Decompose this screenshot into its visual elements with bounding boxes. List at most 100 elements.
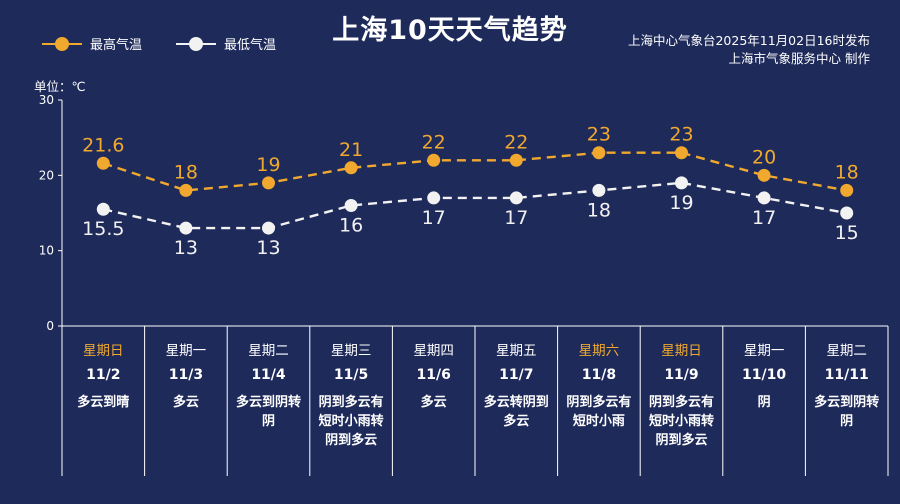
low-temp-label: 17	[752, 207, 776, 229]
date-label: 11/7	[499, 367, 534, 383]
day-columns: 星期日 11/2 多云到晴 星期一 11/3 多云 星期二 11/4 多云到阴转阴 星期三 11/5…	[62, 327, 888, 487]
weather-description: 多云	[172, 395, 199, 410]
low-temp-point	[427, 191, 441, 205]
high-temp-point	[509, 153, 523, 167]
high-temp-point	[344, 161, 358, 175]
low-temp-point	[592, 183, 606, 197]
high-temp-label: 22	[422, 131, 446, 153]
low-temp-label: 13	[174, 237, 198, 259]
high-temp-point	[262, 176, 275, 190]
high-temp-label: 20	[752, 146, 776, 168]
high-temp-point	[592, 146, 606, 160]
date-label: 11/2	[86, 367, 121, 383]
legend-swatch-low	[176, 36, 217, 51]
date-label: 11/5	[333, 367, 369, 383]
high-temp-label: 18	[174, 161, 198, 183]
weather-description: 多云到阴转阴	[235, 395, 301, 429]
high-temp-point	[96, 156, 110, 170]
legend-item-high: 最高气温	[42, 34, 142, 53]
weather-description: 多云转阴到多云	[483, 395, 549, 429]
weather-description: 阴到多云有短时小雨	[566, 395, 632, 429]
low-temp-line	[103, 181, 847, 230]
low-temp-label: 15	[835, 222, 859, 244]
high-temp-label: 18	[835, 161, 859, 183]
weather-description: 阴到多云有短时小雨转阴到多云	[318, 395, 384, 448]
high-temp-label: 23	[587, 124, 611, 146]
weather-description: 多云到阴转阴	[814, 395, 880, 429]
high-temp-point	[675, 146, 688, 160]
low-temp-label: 17	[422, 207, 446, 229]
high-temp-label: 21.6	[82, 134, 124, 156]
weather-description: 多云到晴	[77, 395, 130, 410]
y-tick-label: 20	[39, 168, 54, 182]
day-column: 星期二 11/11 多云到阴转阴	[805, 327, 888, 487]
source-line-1: 上海中心气象台2025年11月02日16时发布	[627, 33, 870, 48]
day-column: 星期日 11/9 阴到多云有短时小雨转阴到多云	[640, 327, 723, 487]
low-temp-label: 15.5	[82, 218, 124, 240]
low-temp-label: 19	[669, 192, 693, 214]
date-label: 11/11	[824, 367, 869, 383]
high-temp-line	[102, 151, 847, 192]
weather-description: 阴	[757, 395, 771, 410]
legend: 最高气温 最低气温	[42, 34, 276, 53]
low-temp-point	[840, 206, 854, 220]
high-temp-label: 19	[256, 154, 280, 176]
weekday-label: 星期三	[330, 343, 372, 359]
low-temp-label: 13	[256, 237, 280, 259]
low-temp-point	[344, 198, 358, 212]
source-line-2: 上海市气象服务中心 制作	[728, 51, 870, 66]
unit-label: 单位：℃	[34, 79, 86, 94]
legend-label-low: 最低气温	[224, 38, 277, 53]
legend-swatch-high	[42, 36, 82, 51]
low-temp-point	[675, 176, 688, 190]
day-column: 星期一 11/10 阴	[723, 327, 806, 487]
chart-title: 上海10天天气趋势	[332, 15, 568, 46]
day-column: 星期五 11/7 多云转阴到多云	[475, 327, 558, 487]
date-label: 11/4	[251, 367, 286, 383]
weekday-label: 星期六	[578, 343, 620, 359]
day-column: 星期四 11/6 多云	[392, 327, 475, 487]
day-column: 星期二 11/4 多云到阴转阴	[227, 327, 310, 487]
legend-label-high: 最高气温	[90, 38, 143, 53]
high-temp-label: 22	[504, 131, 528, 153]
low-temp-label: 16	[339, 214, 363, 236]
date-label: 11/9	[664, 367, 699, 383]
weekday-label: 星期一	[743, 343, 785, 359]
day-column: 星期六 11/8 阴到多云有短时小雨	[558, 327, 641, 487]
date-label: 11/10	[742, 367, 787, 383]
weekday-label: 星期一	[165, 343, 207, 359]
y-tick-label: 10	[39, 244, 54, 258]
y-tick-label: 30	[39, 93, 54, 107]
day-column: 星期日 11/2 多云到晴	[62, 327, 145, 487]
legend-item-low: 最低气温	[176, 34, 276, 53]
high-temp-label: 23	[669, 124, 693, 146]
low-temp-point	[757, 191, 771, 205]
weekday-label: 星期日	[83, 343, 124, 359]
date-label: 11/6	[416, 367, 451, 383]
weekday-label: 星期四	[413, 343, 454, 359]
day-column: 星期一 11/3 多云	[145, 327, 228, 487]
weekday-label: 星期二	[826, 343, 867, 359]
high-temp-label: 21	[339, 139, 363, 161]
date-label: 11/8	[581, 367, 617, 383]
low-temp-point	[96, 202, 110, 216]
low-temp-label: 18	[587, 199, 611, 221]
low-temp-point	[262, 221, 275, 235]
date-label: 11/3	[168, 367, 204, 383]
low-temp-point	[509, 191, 523, 205]
high-temp-point	[840, 183, 854, 197]
weather-description: 阴到多云有短时小雨转阴到多云	[648, 395, 714, 448]
y-tick-label: 0	[46, 319, 54, 333]
weather-description: 多云	[420, 395, 447, 410]
high-temp-point	[179, 183, 193, 197]
source-info: 上海中心气象台2025年11月02日16时发布 上海市气象服务中心 制作	[628, 32, 870, 68]
weekday-label: 星期二	[248, 343, 289, 359]
weekday-label: 星期五	[496, 343, 537, 359]
day-column: 星期三 11/5 阴到多云有短时小雨转阴到多云	[310, 327, 393, 487]
low-temp-point	[179, 221, 193, 235]
weekday-label: 星期日	[661, 343, 702, 359]
low-temp-label: 17	[504, 207, 528, 229]
high-temp-point	[757, 168, 771, 182]
high-temp-point	[427, 153, 441, 167]
